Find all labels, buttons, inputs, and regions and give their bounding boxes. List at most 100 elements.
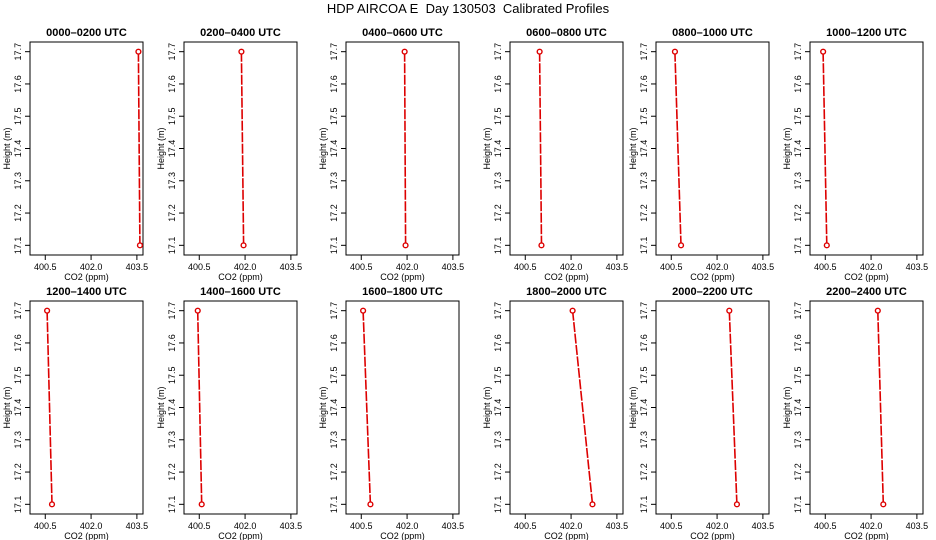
panel-6: 1000–1200 UTC 400.5 402.0 403.5 CO2 (ppm) 17.…	[782, 27, 928, 282]
y-tick-label: 17.3	[793, 172, 803, 190]
y-tick-label: 17.4	[493, 399, 503, 417]
y-tick-label: 17.6	[493, 75, 503, 93]
y-tick-label: 17.1	[493, 496, 503, 514]
y-tick-label: 17.2	[167, 204, 177, 222]
data-point	[538, 242, 545, 249]
y-tick-label: 17.3	[167, 172, 177, 190]
y-tick-label: 17.3	[167, 431, 177, 449]
y-tick-label: 17.1	[639, 237, 649, 255]
plot-frame	[29, 300, 144, 515]
panel-8: 1400–1600 UTC 400.5 402.0 403.5 CO2 (ppm) 17.…	[156, 286, 302, 540]
x-tick-label: 402.0	[706, 521, 729, 531]
panel-12: 2200–2400 UTC 400.5 402.0 403.5 CO2 (ppm) 17.…	[782, 286, 928, 540]
panel-title: 1400–1600 UTC	[200, 286, 281, 298]
panel-7: 1200–1400 UTC 400.5 402.0 403.5 CO2 (ppm) 17.…	[2, 286, 148, 540]
y-tick-label: 17.6	[167, 334, 177, 352]
x-tick-label: 402.0	[396, 262, 419, 272]
data-point	[733, 501, 741, 508]
series-line	[403, 51, 407, 246]
y-tick-label: 17.4	[329, 140, 339, 158]
y-tick-label: 17.5	[639, 107, 649, 125]
plot-frame	[345, 41, 460, 256]
y-tick-label: 17.3	[13, 431, 23, 449]
y-tick-label: 17.5	[493, 366, 503, 384]
data-point	[48, 501, 56, 508]
y-axis-label: Height (m)	[156, 386, 166, 428]
y-tick-label: 17.7	[329, 302, 339, 320]
y-tick-label: 17.4	[329, 399, 339, 417]
x-tick-label: 400.5	[814, 521, 837, 531]
y-axis-label: Height (m)	[782, 386, 792, 428]
y-tick-label: 17.7	[639, 302, 649, 320]
data-point	[44, 307, 51, 314]
y-tick-label: 17.4	[639, 140, 649, 158]
x-tick-label: 402.0	[234, 521, 257, 531]
y-tick-label: 17.5	[639, 366, 649, 384]
y-tick-label: 17.3	[13, 172, 23, 190]
y-tick-label: 17.4	[13, 140, 23, 158]
y-tick-label: 17.6	[329, 334, 339, 352]
y-tick-label: 17.3	[329, 172, 339, 190]
plot-frame	[509, 300, 624, 515]
data-point	[198, 501, 205, 508]
y-tick-label: 17.1	[13, 237, 23, 255]
y-tick-label: 17.2	[13, 204, 23, 222]
series-line	[674, 51, 682, 246]
data-point	[820, 48, 827, 55]
data-point	[360, 307, 367, 314]
plot-frame	[655, 41, 770, 256]
y-tick-label: 17.2	[639, 463, 649, 481]
x-tick-label: 400.5	[660, 521, 683, 531]
plot-frame	[655, 300, 770, 515]
x-axis-label: CO2 (ppm)	[380, 272, 425, 282]
y-tick-label: 17.2	[493, 463, 503, 481]
y-tick-label: 17.4	[167, 140, 177, 158]
x-tick-label: 402.0	[80, 262, 103, 272]
x-tick-label: 403.5	[126, 262, 149, 272]
data-point	[880, 501, 887, 508]
x-tick-label: 403.5	[606, 262, 629, 272]
data-point	[402, 242, 409, 249]
y-tick-label: 17.5	[793, 107, 803, 125]
plot-frame	[509, 41, 624, 256]
x-tick-label: 400.5	[350, 262, 373, 272]
x-tick-label: 403.5	[606, 521, 629, 531]
x-tick-label: 403.5	[126, 521, 149, 531]
series-line	[46, 310, 53, 505]
x-tick-label: 402.0	[560, 262, 583, 272]
y-tick-label: 17.2	[329, 463, 339, 481]
x-tick-label: 402.0	[860, 262, 883, 272]
x-tick-label: 400.5	[514, 262, 537, 272]
plot-frame	[809, 41, 924, 256]
x-tick-label: 402.0	[234, 262, 257, 272]
plot-frame	[29, 41, 144, 256]
panel-title: 1200–1400 UTC	[46, 286, 127, 298]
y-axis-label: Height (m)	[2, 127, 12, 169]
y-axis-label: Height (m)	[2, 386, 12, 428]
series-line	[240, 51, 245, 246]
y-tick-label: 17.6	[13, 334, 23, 352]
panel-title: 0600–0800 UTC	[526, 27, 607, 39]
x-tick-label: 400.5	[188, 262, 211, 272]
y-tick-label: 17.4	[793, 399, 803, 417]
y-tick-label: 17.5	[167, 366, 177, 384]
y-tick-label: 17.7	[493, 43, 503, 61]
y-tick-label: 17.6	[493, 334, 503, 352]
y-tick-label: 17.5	[13, 107, 23, 125]
x-tick-label: 400.5	[514, 521, 537, 531]
y-tick-label: 17.6	[793, 334, 803, 352]
data-point	[238, 48, 245, 55]
y-tick-label: 17.2	[329, 204, 339, 222]
series-line	[822, 51, 828, 246]
y-tick-label: 17.7	[793, 302, 803, 320]
x-tick-label: 402.0	[80, 521, 103, 531]
y-axis-label: Height (m)	[482, 386, 492, 428]
x-axis-label: CO2 (ppm)	[690, 531, 735, 540]
y-tick-label: 17.1	[329, 237, 339, 255]
y-tick-label: 17.2	[639, 204, 649, 222]
y-tick-label: 17.7	[13, 43, 23, 61]
plot-frame	[183, 41, 298, 256]
y-tick-label: 17.6	[639, 334, 649, 352]
data-point	[367, 501, 374, 508]
series-line	[196, 310, 203, 505]
